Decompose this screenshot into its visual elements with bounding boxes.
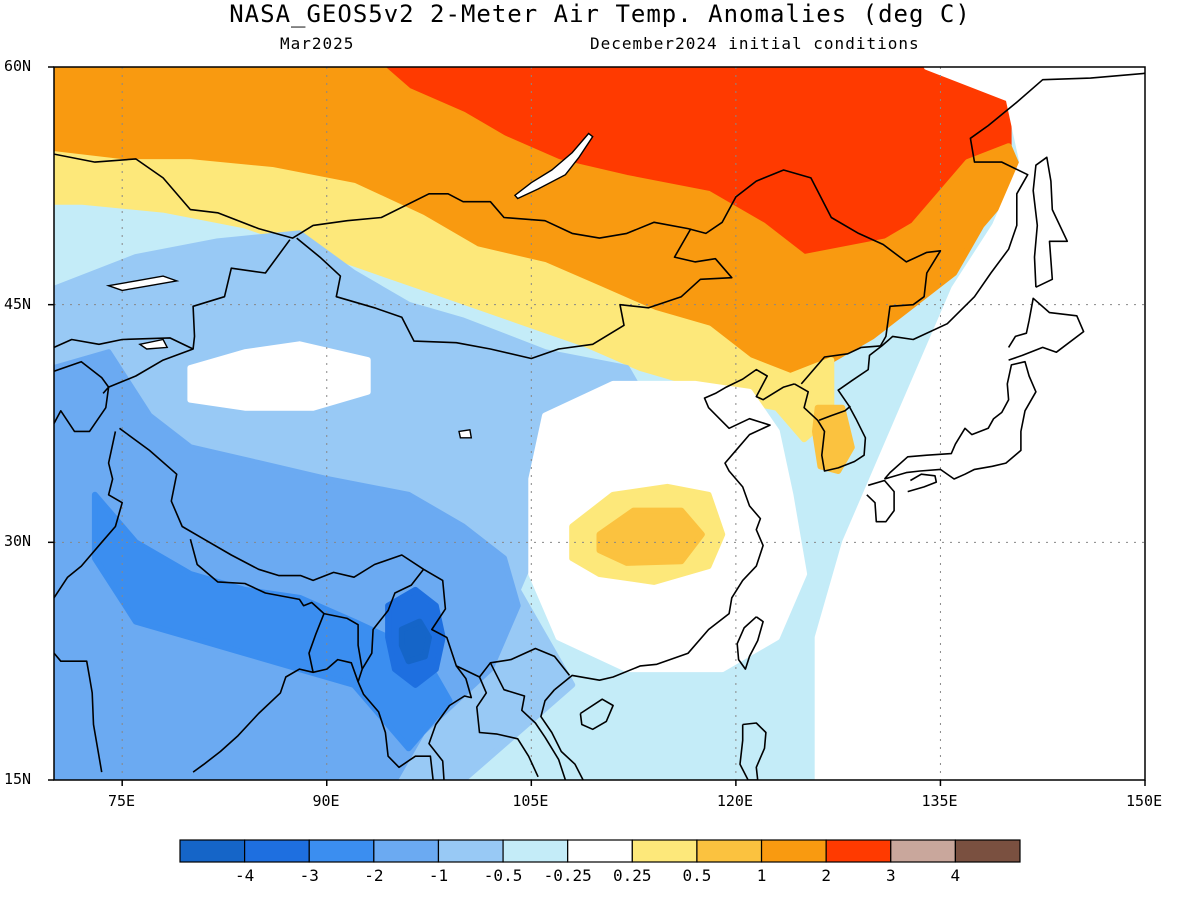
- anomaly-region-taklamakan-neutral: [187, 341, 371, 411]
- border-korea-dmz: [800, 345, 881, 385]
- coastline-korea-coast: [794, 72, 1145, 472]
- coastline-hainan: [579, 698, 614, 731]
- lon-label-75E: 75E: [107, 792, 136, 810]
- coastline-india-west-coast: [54, 652, 103, 773]
- coastline-gulf-of-thailand: [452, 779, 454, 780]
- colorbar-label-0: -4: [234, 866, 255, 885]
- border-nk-sk: [818, 405, 851, 422]
- colorbar-label-6: 0.25: [613, 866, 652, 885]
- colorbar-label-2: -2: [364, 866, 384, 885]
- anomaly-region-central-china-warm: [596, 507, 705, 566]
- coastline-honshu: [883, 360, 1037, 480]
- lat-label-30N: 30N: [4, 532, 32, 551]
- lon-label-150E: 150E: [1126, 792, 1163, 810]
- border-myanmar-thai-laos: [428, 665, 473, 780]
- coastline-china-coast: [553, 368, 795, 691]
- colorbar-swatch-9: [760, 839, 827, 863]
- border-pakistan-india: [54, 431, 123, 599]
- colorbar-label-3: -1: [428, 866, 449, 885]
- chart-title: NASA_GEOS5v2 2-Meter Air Temp. Anomalies…: [229, 0, 971, 28]
- coastlines: [54, 72, 1145, 780]
- colorbar-swatch-8: [696, 839, 763, 863]
- colorbar-swatch-3: [373, 839, 440, 863]
- lake-lake-baikal: [513, 132, 594, 200]
- coastline-shikoku: [907, 473, 938, 493]
- border-central-asia-south: [54, 360, 110, 433]
- colorbar-swatch-0: [179, 839, 246, 863]
- colorbar-label-5: -0.25: [543, 866, 592, 885]
- border-myanmar-india: [361, 568, 425, 670]
- colorbar-swatch-6: [567, 839, 633, 863]
- lon-label-105E: 105E: [512, 792, 549, 810]
- map-frame: [53, 66, 1146, 781]
- anomaly-region-myanmar-core: [398, 618, 432, 665]
- coastline-bay-of-bengal-coast: [192, 658, 434, 780]
- border-china-south-tibet: [119, 427, 571, 678]
- coastline-luzon: [739, 722, 767, 780]
- lon-label-120E: 120E: [716, 792, 753, 810]
- colorbar-swatch-1: [244, 839, 310, 863]
- colorbar-label-11: 4: [950, 866, 961, 885]
- border-laos-vietnam: [489, 662, 567, 780]
- coastline-taiwan: [736, 616, 764, 670]
- lat-label-15N: 15N: [4, 770, 32, 788]
- colorbar-swatch-12: [954, 839, 1021, 863]
- colorbar: [179, 839, 1021, 863]
- border-laos-vietnam-thai: [475, 676, 539, 778]
- border-kazakh-uzbek: [54, 337, 194, 350]
- colorbar-label-7: 0.5: [682, 866, 712, 885]
- colorbar-label-10: 3: [885, 866, 896, 885]
- lake-issyk-kul: [138, 338, 169, 350]
- border-russia-kazakh-mongolia-china: [54, 153, 942, 347]
- coastline-hokkaido: [1007, 297, 1085, 361]
- colorbar-swatch-10: [825, 839, 892, 863]
- coastline-sakhalin: [1032, 156, 1069, 288]
- colorbar-swatch-2: [308, 839, 375, 863]
- lake-lake-balkhash: [105, 275, 180, 292]
- colorbar-label-8: 1: [756, 866, 767, 885]
- colorbar-swatch-7: [631, 839, 698, 863]
- colorbar-label-9: 2: [821, 866, 831, 885]
- lon-label-135E: 135E: [921, 792, 958, 810]
- colorbar-swatch-4: [437, 839, 504, 863]
- initial-conditions: December2024 initial conditions: [590, 34, 920, 53]
- colorbar-label-4: -0.5: [483, 866, 523, 885]
- gridlines: [54, 67, 1145, 780]
- anomaly-region-ne-neutral: [814, 67, 1145, 780]
- colorbar-swatch-11: [890, 839, 956, 863]
- lake-qinghai-lake: [458, 429, 473, 439]
- lon-label-90E: 90E: [312, 792, 340, 810]
- colorbar-swatch-5: [502, 839, 569, 863]
- border-mongolia-china: [296, 228, 733, 360]
- forecast-month: Mar2025: [280, 34, 355, 53]
- border-bangla-myanmar: [323, 612, 364, 683]
- border-india-nepal-bangla: [189, 538, 325, 673]
- coastline-se-asia-coast: [540, 689, 584, 780]
- colorbar-label-1: -3: [299, 866, 319, 885]
- border-kazakh-china: [102, 239, 291, 394]
- axis-ticks: [48, 66, 1146, 786]
- coastline-kyushu: [866, 479, 895, 523]
- anomaly-region-korea-warm: [812, 404, 855, 474]
- lat-label-45N: 45N: [4, 294, 32, 313]
- lat-label-60N: 60N: [4, 57, 32, 75]
